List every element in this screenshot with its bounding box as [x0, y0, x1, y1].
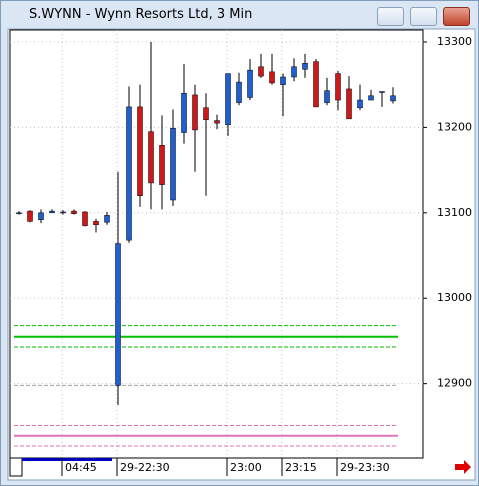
candle-body [291, 66, 297, 78]
scroll-box[interactable] [9, 457, 23, 477]
plot-area [9, 29, 424, 459]
candle-body [60, 211, 66, 214]
x-tick-label: 29-23:30 [340, 461, 390, 474]
y-tick-label: 13300 [437, 35, 472, 48]
candle-body [269, 71, 275, 84]
candle-body [159, 145, 165, 185]
candle-body [225, 73, 231, 126]
candle-body [335, 73, 341, 101]
candle-body [324, 90, 330, 103]
candle-body [49, 210, 55, 214]
candle-body [313, 61, 319, 108]
maximize-button[interactable] [410, 7, 437, 26]
candle-body [115, 243, 121, 386]
x-tick-label: 29-22:30 [120, 461, 170, 474]
candle-body [148, 131, 154, 184]
minimize-button[interactable] [377, 7, 404, 26]
candle-body [247, 69, 253, 98]
candle-body [104, 215, 110, 223]
y-tick-label: 12900 [437, 377, 472, 390]
candle-body [126, 106, 132, 241]
y-tick-label: 13000 [437, 291, 472, 304]
y-tick-label: 13200 [437, 120, 472, 133]
candle-body [346, 88, 352, 120]
scroll-thumb[interactable] [22, 458, 112, 461]
candle-body [368, 95, 374, 101]
candle-body [280, 76, 286, 85]
x-tick-label: 04:45 [65, 461, 97, 474]
candle-body [38, 212, 44, 220]
candle-body [27, 210, 33, 222]
candle-body [390, 95, 396, 102]
candle-body [137, 106, 143, 196]
candle-body [181, 92, 187, 133]
y-tick-label: 13100 [437, 206, 472, 219]
candle-body [258, 66, 264, 77]
close-button[interactable] [443, 7, 470, 26]
window-title: S.WYNN - Wynn Resorts Ltd, 3 Min [29, 7, 253, 22]
candle-body [71, 210, 77, 214]
candle-body [192, 94, 198, 131]
x-tick-label: 23:15 [285, 461, 317, 474]
candle-body [357, 99, 363, 108]
candle-body [16, 212, 22, 215]
candle-body [170, 127, 176, 201]
candle-body [203, 107, 209, 120]
scroll-arrow[interactable] [455, 460, 471, 474]
x-tick-label: 23:00 [230, 461, 262, 474]
candle-body [214, 120, 220, 124]
candle-body [236, 81, 242, 103]
candle-body [93, 221, 99, 226]
title-bar: S.WYNN - Wynn Resorts Ltd, 3 Min [1, 1, 478, 29]
candle-body [302, 63, 308, 70]
candle-body [82, 211, 88, 226]
candle-body [379, 91, 385, 93]
